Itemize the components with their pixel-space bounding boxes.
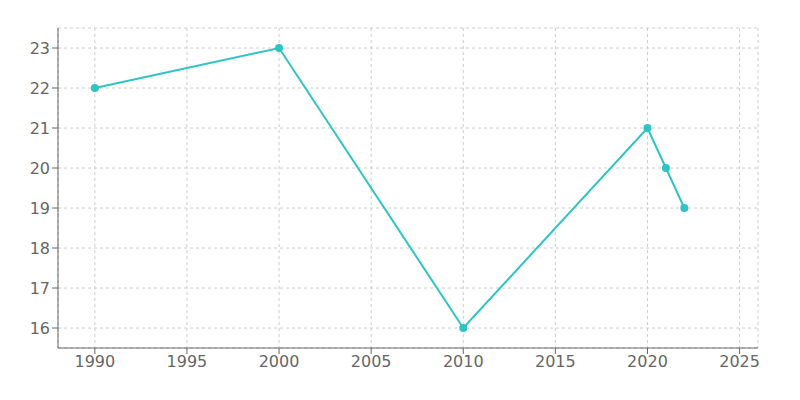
svg-text:2010: 2010 [443,352,484,371]
svg-text:22: 22 [30,79,50,98]
svg-text:2025: 2025 [719,352,760,371]
svg-text:19: 19 [30,199,50,218]
svg-text:17: 17 [30,279,50,298]
svg-text:2000: 2000 [259,352,300,371]
svg-text:2020: 2020 [627,352,668,371]
svg-text:16: 16 [30,319,50,338]
svg-text:2015: 2015 [535,352,576,371]
svg-text:21: 21 [30,119,50,138]
svg-text:20: 20 [30,159,50,178]
svg-text:18: 18 [30,239,50,258]
svg-text:23: 23 [30,39,50,58]
svg-text:1995: 1995 [167,352,208,371]
svg-text:2005: 2005 [351,352,392,371]
svg-text:1990: 1990 [74,352,115,371]
